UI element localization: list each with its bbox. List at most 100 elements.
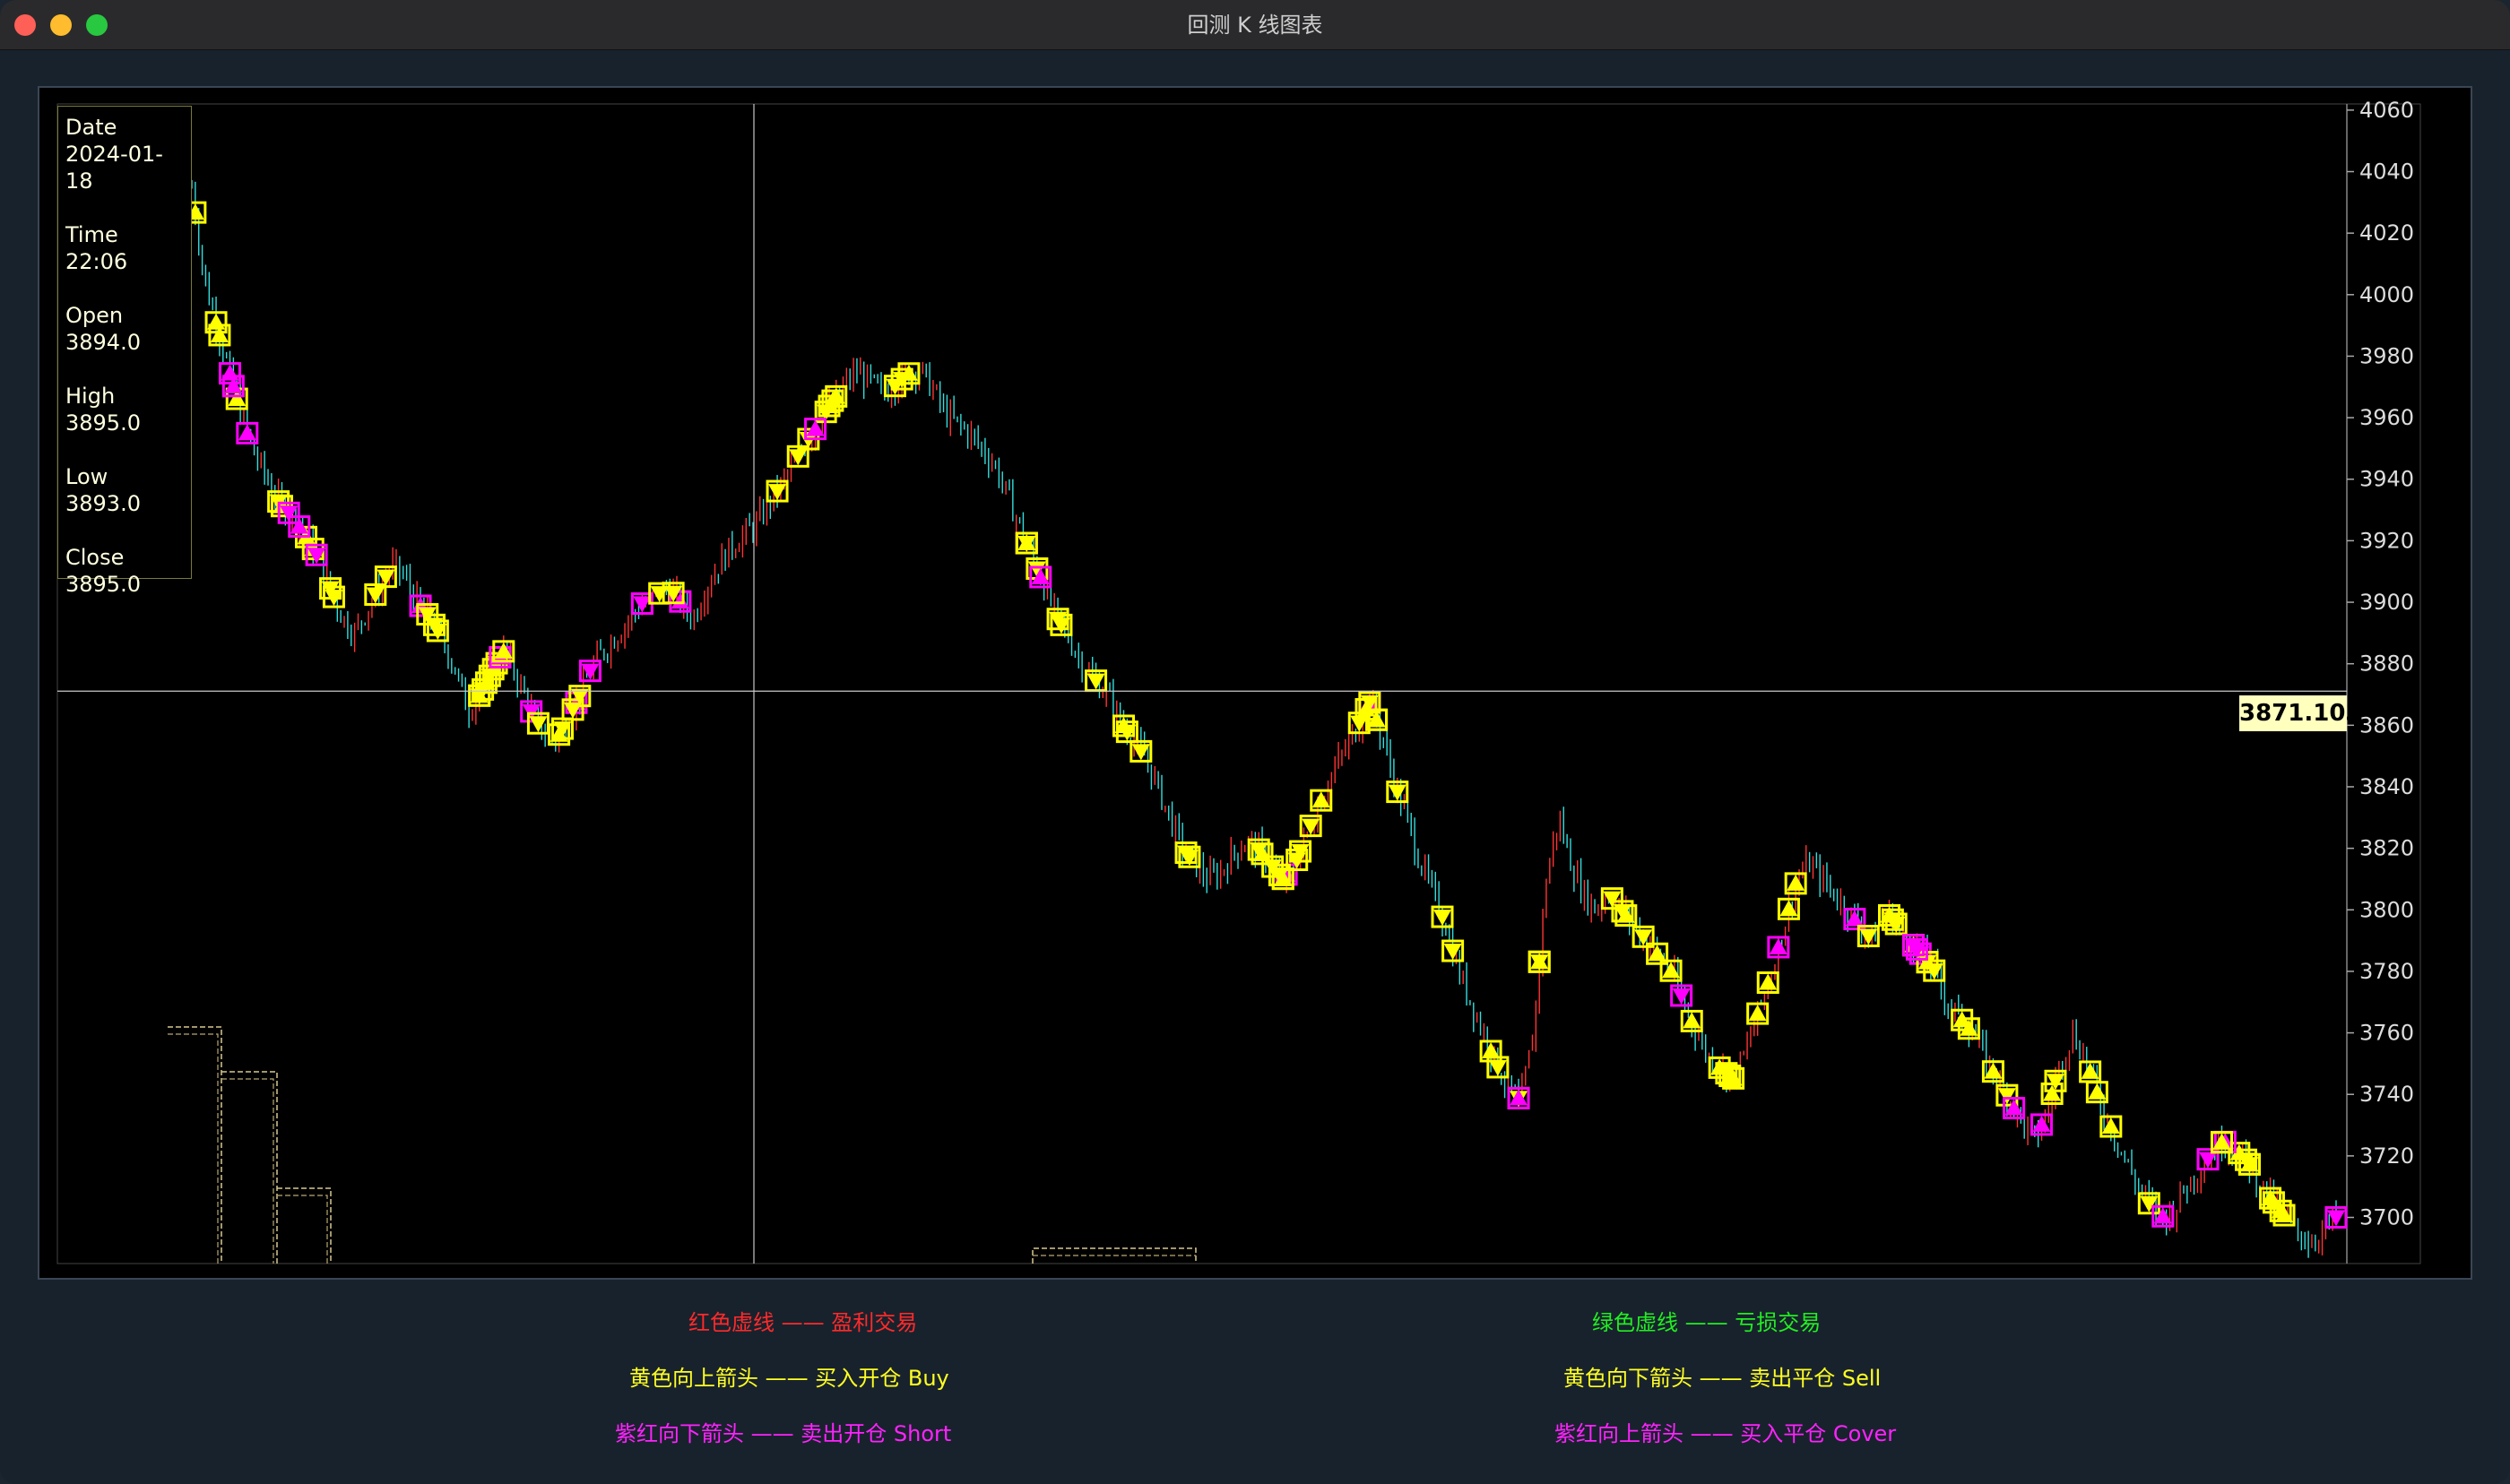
- buy-marker: [1261, 855, 1285, 878]
- sell-arrow-icon: [2140, 1195, 2159, 1212]
- sell-arrow-icon: [1908, 942, 1926, 959]
- sell-arrow-icon: [1887, 916, 1906, 933]
- buy-arrow-icon: [2240, 1155, 2259, 1172]
- short-marker: [221, 375, 245, 398]
- sell-arrow-icon: [428, 623, 447, 640]
- buy-arrow-icon: [1482, 1041, 1501, 1058]
- sell-arrow-icon: [768, 484, 787, 501]
- buy-marker: [1756, 971, 1779, 995]
- buy-marker: [1441, 939, 1465, 962]
- y-tick-label: 3800: [2359, 897, 2414, 922]
- y-tick-label: 3880: [2359, 651, 2414, 677]
- legend-loss-trade: 绿色虚线 —— 亏损交易: [1592, 1310, 1822, 1335]
- buy-arrow-icon: [1017, 534, 1036, 551]
- candlestick-chart[interactable]: 4060 4040 4020 4000 3980 3960 3940 3920 3900 3880…: [38, 86, 2472, 1280]
- buy-arrow-icon: [1960, 1019, 1978, 1036]
- buy-marker: [492, 640, 515, 663]
- buy-marker: [786, 444, 809, 468]
- buy-marker: [1614, 904, 1638, 928]
- short-marker: [1767, 936, 1790, 959]
- buy-marker: [374, 565, 397, 589]
- buy-arrow-icon: [899, 364, 918, 381]
- buy-marker: [322, 585, 345, 608]
- buy-arrow-icon: [1952, 1011, 1971, 1028]
- buy-arrow-icon: [2004, 1099, 2023, 1116]
- sell-arrow-icon: [1488, 1059, 1507, 1076]
- close-window-button[interactable]: [14, 14, 36, 36]
- date-value: 2024-01-18: [65, 142, 163, 194]
- buy-marker: [1358, 691, 1381, 714]
- buy-arrow-icon: [1648, 945, 1666, 962]
- legend-sell: 黄色向下箭头 —— 卖出平仓 Sell: [1563, 1366, 1882, 1391]
- buy-arrow-icon: [1367, 711, 1386, 728]
- sell-arrow-icon: [1180, 850, 1199, 867]
- buy-arrow-icon: [671, 592, 689, 609]
- short-marker: [804, 418, 827, 441]
- minimize-window-button[interactable]: [50, 14, 72, 36]
- buy-marker: [1178, 845, 1201, 868]
- sell-arrow-icon: [570, 688, 589, 705]
- short-marker: [2003, 1097, 2026, 1120]
- buy-marker: [1784, 872, 1807, 895]
- sell-arrow-icon: [1634, 929, 1653, 946]
- sell-arrow-icon: [1052, 617, 1070, 634]
- buy-arrow-icon: [1787, 874, 1805, 891]
- sell-arrow-icon: [1603, 891, 1622, 908]
- open-label: Open: [65, 303, 124, 328]
- short-marker: [520, 700, 543, 723]
- window-title: 回测 K 线图表: [1187, 13, 1323, 38]
- close-value: 3895.0: [65, 572, 141, 597]
- buy-arrow-icon: [827, 387, 845, 404]
- buy-arrow-icon: [1845, 910, 1864, 927]
- sell-arrow-icon: [1997, 1088, 2016, 1105]
- buy-arrow-icon: [2229, 1143, 2248, 1160]
- buy-marker: [1479, 1040, 1502, 1063]
- candles-group: [191, 179, 2337, 1258]
- open-value: 3894.0: [65, 330, 141, 355]
- sell-arrow-icon: [1360, 695, 1379, 712]
- buy-arrow-icon: [2081, 1062, 2099, 1079]
- buy-arrow-icon: [2212, 1133, 2231, 1150]
- chart-canvas[interactable]: 4060 4040 4020 4000 3980 3960 3940 3920 3900 3880…: [39, 88, 2471, 1278]
- title-bar: 回测 K 线图表: [0, 0, 2510, 50]
- y-tick-label: 4060: [2359, 98, 2414, 123]
- short-marker: [669, 590, 692, 613]
- sell-arrow-icon: [280, 505, 299, 522]
- buy-marker: [825, 384, 848, 408]
- sell-arrow-icon: [1131, 744, 1150, 761]
- buy-arrow-icon: [2088, 1083, 2107, 1100]
- buy-marker: [1085, 669, 1108, 693]
- buy-marker: [883, 375, 906, 398]
- buy-arrow-icon: [806, 419, 825, 436]
- buy-marker: [897, 362, 921, 385]
- buy-arrow-icon: [238, 424, 256, 441]
- buy-marker: [426, 619, 449, 643]
- legend-cover: 紫红向上箭头 —— 买入平仓 Cover: [1554, 1421, 1897, 1446]
- buy-marker: [1050, 613, 1073, 636]
- close-label: Close: [65, 545, 125, 570]
- short-marker: [409, 594, 432, 617]
- buy-arrow-icon: [1530, 953, 1549, 970]
- time-value: 22:06: [65, 249, 128, 274]
- sell-arrow-icon: [1250, 842, 1268, 859]
- buy-marker: [1884, 912, 1908, 936]
- buy-marker: [526, 712, 550, 735]
- short-marker: [1843, 908, 1866, 931]
- maximize-window-button[interactable]: [86, 14, 108, 36]
- buy-arrow-icon: [1510, 1089, 1528, 1106]
- low-value: 3893.0: [65, 491, 141, 516]
- sell-arrow-icon: [1443, 944, 1462, 961]
- sell-arrow-icon: [633, 596, 652, 613]
- y-tick-label: 3780: [2359, 959, 2414, 984]
- short-marker: [2196, 1148, 2220, 1171]
- short-marker: [1905, 937, 1928, 961]
- buy-marker: [1718, 1065, 1742, 1088]
- buy-arrow-icon: [228, 390, 247, 407]
- legend-buy: 黄色向上箭头 —— 买入开仓 Buy: [629, 1366, 949, 1391]
- buy-marker: [1857, 925, 1880, 948]
- buy-marker: [1923, 959, 1946, 982]
- short-marker: [2324, 1206, 2348, 1229]
- buy-marker: [1680, 1009, 1703, 1032]
- buy-marker: [1951, 1008, 1974, 1031]
- buy-marker: [2210, 1131, 2233, 1154]
